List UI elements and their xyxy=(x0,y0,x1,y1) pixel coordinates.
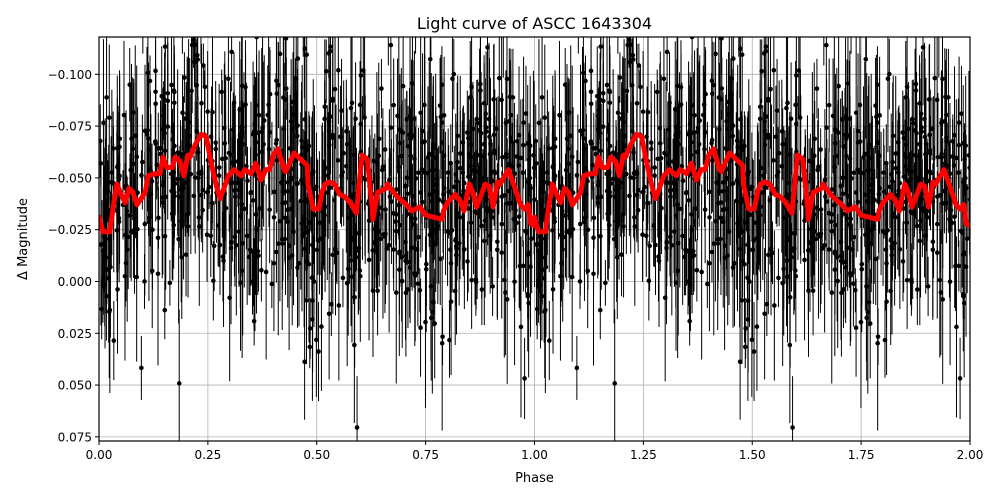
y-tick-label: −0.100 xyxy=(48,68,92,82)
model-line xyxy=(99,131,970,235)
y-tick-label: 0.025 xyxy=(58,327,92,341)
y-tick-label: 0.075 xyxy=(58,430,92,444)
y-tick-label: 0.000 xyxy=(58,275,92,289)
x-tick-label: 0.25 xyxy=(195,448,222,462)
y-tick-label: −0.025 xyxy=(48,223,92,237)
y-axis-ticks: −0.100 −0.075 −0.050 −0.025 0.000 0.025 0.050 0… xyxy=(48,68,99,444)
y-tick-label: −0.050 xyxy=(48,171,92,185)
x-axis-ticks: 0.00 0.25 0.50 0.75 1.00 1.25 1.50 1.75 2.00 xyxy=(86,441,984,462)
x-axis-label: Phase xyxy=(515,471,554,486)
x-tick-label: 1.25 xyxy=(630,448,657,462)
model-curve xyxy=(99,131,970,235)
x-tick-label: 2.00 xyxy=(957,448,984,462)
x-tick-label: 1.50 xyxy=(739,448,766,462)
x-tick-label: 0.50 xyxy=(303,448,330,462)
y-tick-label: 0.050 xyxy=(58,379,92,393)
y-tick-label: −0.075 xyxy=(48,120,92,134)
chart-title: Light curve of ASCC 1643304 xyxy=(417,14,652,33)
x-tick-label: 0.00 xyxy=(86,448,113,462)
y-axis-label: Δ Magnitude xyxy=(16,198,31,280)
x-tick-label: 1.75 xyxy=(848,448,875,462)
observation-errorbars xyxy=(99,37,970,441)
x-tick-label: 0.75 xyxy=(412,448,439,462)
x-tick-label: 1.00 xyxy=(521,448,548,462)
